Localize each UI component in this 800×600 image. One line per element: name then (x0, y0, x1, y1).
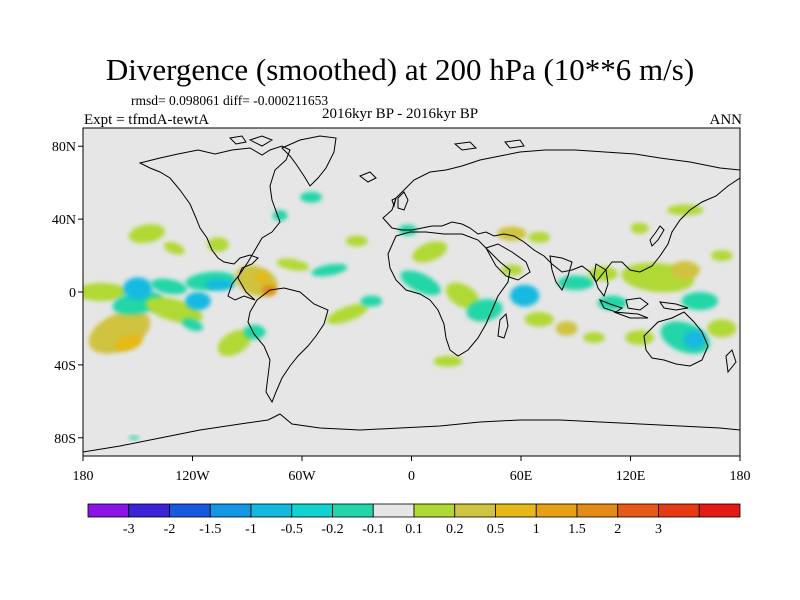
anomaly-region (400, 270, 441, 296)
longitude-ticks: 180 120W 60W 0 60E 120E 180 (73, 456, 751, 484)
anomaly-region (466, 298, 503, 322)
anomaly-region (555, 321, 578, 336)
colorbar-label: -0.2 (321, 522, 343, 537)
lon-tick-label: 60E (510, 469, 533, 484)
experiment-label: Expt = tfmdA-tewtA (84, 112, 210, 128)
anomaly-region (625, 330, 655, 345)
anomaly-region (182, 318, 203, 332)
colorbar-swatch (332, 503, 374, 518)
anomaly-region (630, 222, 649, 234)
anomaly-region (681, 292, 719, 311)
anomaly-region (326, 303, 369, 325)
anomaly-region (510, 284, 540, 307)
anomaly-region (207, 237, 229, 252)
anomaly-region (205, 279, 235, 291)
anomaly-region (360, 295, 383, 307)
colorbar-swatch (495, 503, 537, 518)
anomaly-region (345, 235, 368, 247)
anomaly-region (114, 334, 143, 352)
colorbar-label: 2 (614, 522, 621, 537)
anomaly-region (163, 241, 185, 255)
anomaly-field (83, 191, 737, 440)
lat-tick-label: 0 (69, 286, 76, 301)
anomaly-region (311, 263, 348, 277)
colorbar-swatch (250, 503, 293, 518)
anomaly-region (272, 210, 288, 221)
colorbar-swatch (169, 503, 211, 518)
colorbar-label: 1 (533, 522, 540, 537)
anomaly-region (276, 258, 310, 271)
colorbar-swatch (291, 503, 333, 518)
colorbar-swatch (617, 503, 659, 518)
colorbar-label: -3 (123, 522, 135, 537)
anomaly-region (83, 282, 127, 302)
colorbar-swatch (658, 503, 700, 518)
anomaly-region (710, 250, 733, 262)
lon-tick-label: 60W (288, 469, 316, 484)
colorbar-swatch (128, 503, 170, 518)
anomaly-region (128, 224, 165, 244)
colorbar-swatch (372, 503, 415, 518)
lat-tick-label: 40S (54, 359, 76, 374)
anomaly-region (445, 282, 480, 309)
colorbar-swatch (209, 503, 252, 518)
colorbar-swatch (576, 503, 619, 518)
colorbar-label: 0.5 (487, 522, 505, 537)
colorbar-label: 0.1 (405, 522, 423, 537)
colorbar-swatch (535, 503, 578, 518)
anomaly-region (670, 261, 700, 280)
anomaly-region (150, 278, 187, 295)
lon-tick-label: 180 (730, 469, 751, 484)
anomaly-region (597, 295, 627, 311)
anomaly-region (123, 277, 153, 300)
colorbar-label: -1.5 (199, 522, 221, 537)
lat-tick-label: 80N (52, 140, 76, 155)
colorbar-swatch (454, 503, 496, 518)
colorbar-label: -2 (164, 522, 176, 537)
lon-tick-label: 120W (175, 469, 210, 484)
anomaly-region (217, 329, 252, 357)
colorbar: -3 -2 -1.5 -1 -0.5 -0.2 -0.1 0.1 0.2 0.5 1 1.5 2 3 (87, 503, 741, 537)
lat-tick-label: 40N (52, 213, 76, 228)
colorbar-swatch (413, 503, 456, 518)
colorbar-label: 1.5 (568, 522, 586, 537)
anomaly-region (412, 241, 448, 263)
anomaly-region (300, 191, 323, 203)
lon-tick-label: 120E (616, 469, 646, 484)
stats-text: rmsd= 0.098061 diff= -0.000211653 (131, 93, 329, 108)
anomaly-region (497, 226, 527, 241)
colorbar-label: -0.1 (362, 522, 384, 537)
coastlines (83, 135, 740, 453)
lon-tick-label: 0 (408, 469, 415, 484)
colorbar-label: -0.5 (281, 522, 303, 537)
anomaly-region (583, 332, 605, 344)
season-label: ANN (709, 112, 743, 128)
anomaly-region (433, 355, 463, 367)
colorbar-label: 3 (655, 522, 662, 537)
anomaly-region (528, 231, 551, 243)
colorbar-label: 0.2 (446, 522, 464, 537)
anomaly-region (243, 324, 266, 340)
anomaly-region (707, 319, 737, 338)
period-label: 2016kyr BP - 2016kyr BP (321, 106, 479, 122)
plot-title: Divergence (smoothed) at 200 hPa (10**6 … (105, 52, 695, 87)
anomaly-region (683, 330, 706, 349)
anomaly-region (667, 204, 704, 216)
colorbar-swatch (87, 503, 130, 518)
latitude-ticks: 80N 40N 0 40S 80S (52, 140, 83, 447)
anomaly-region (185, 292, 211, 311)
colorbar-swatch (698, 503, 741, 518)
anomaly-region (254, 271, 270, 283)
colorbar-label: -1 (245, 522, 257, 537)
lon-tick-label: 180 (73, 469, 94, 484)
lat-tick-label: 80S (54, 432, 76, 447)
anomaly-region (128, 435, 140, 440)
anomaly-region (524, 312, 554, 327)
